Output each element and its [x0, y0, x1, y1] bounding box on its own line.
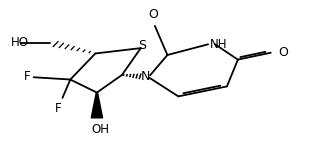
Text: O: O: [279, 46, 289, 59]
Text: S: S: [138, 39, 146, 52]
Text: NH: NH: [210, 38, 227, 51]
Text: O: O: [149, 8, 158, 21]
Text: HO: HO: [11, 36, 29, 49]
Polygon shape: [91, 93, 103, 118]
Text: N: N: [141, 70, 150, 83]
Text: F: F: [55, 102, 62, 115]
Text: F: F: [24, 70, 31, 83]
Text: OH: OH: [91, 123, 109, 136]
